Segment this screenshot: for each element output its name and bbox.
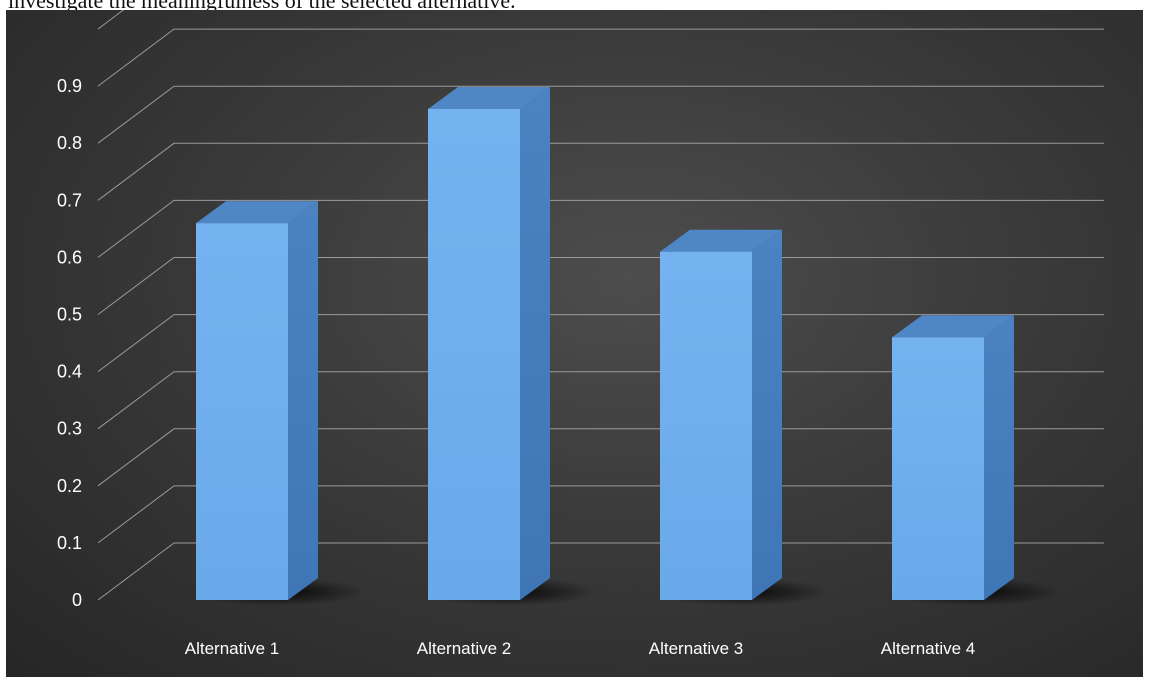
bar-top-face: [660, 229, 782, 252]
caption-text: investigate the meaningfulness of the se…: [8, 0, 516, 13]
gridline: [97, 542, 1104, 601]
y-tick-label: 0.1: [57, 533, 82, 553]
bar-chart: 0 0.1 0.2 0.3 0.4 0.5 0.6 0.7 0.8 0.9 Alternative…: [57, 10, 1104, 658]
y-tick-label: 0.2: [57, 476, 82, 496]
bar-front-face: [892, 337, 984, 600]
bar-side-face: [752, 229, 782, 600]
bar: [660, 229, 782, 600]
gridline: [97, 199, 1104, 258]
gridline: [97, 428, 1104, 487]
bar-side-face: [984, 315, 1014, 600]
y-tick-label: 0.4: [57, 362, 82, 382]
y-tick-label: 0.5: [57, 305, 82, 325]
x-axis-ticks: Alternative 1 Alternative 2 Alternative 3 A…: [185, 639, 976, 658]
gridline: [97, 85, 1104, 144]
x-tick-label: Alternative 4: [881, 639, 976, 658]
bar-side-face: [288, 201, 318, 600]
gridlines: [97, 10, 1104, 601]
x-tick-label: Alternative 3: [649, 639, 744, 658]
gridline: [97, 28, 1104, 87]
y-tick-label: 0.6: [57, 247, 82, 267]
bar-front-face: [428, 108, 520, 600]
bar-front-face: [196, 223, 288, 600]
x-tick-label: Alternative 2: [417, 639, 512, 658]
y-tick-label: 0.7: [57, 190, 82, 210]
bars: [196, 86, 1014, 600]
bar-top-face: [428, 86, 550, 109]
y-tick-label: 0.8: [57, 133, 82, 153]
bar: [196, 201, 318, 600]
gridline: [97, 142, 1104, 201]
x-tick-label: Alternative 1: [185, 639, 280, 658]
y-tick-label: 0: [72, 590, 82, 610]
gridline: [97, 485, 1104, 544]
gridline: [97, 314, 1104, 373]
gridline: [97, 257, 1104, 315]
bar: [428, 86, 550, 600]
bar-top-face: [196, 201, 318, 224]
y-tick-label: 0.3: [57, 419, 82, 439]
chart-panel: 0 0.1 0.2 0.3 0.4 0.5 0.6 0.7 0.8 0.9 Alternative…: [6, 10, 1143, 677]
gridline: [97, 10, 125, 30]
bar-front-face: [660, 251, 752, 600]
y-axis-ticks: 0 0.1 0.2 0.3 0.4 0.5 0.6 0.7 0.8 0.9: [57, 76, 82, 610]
y-tick-label: 0.9: [57, 76, 82, 96]
bar-side-face: [520, 86, 550, 600]
gridline: [97, 371, 1104, 430]
bar-top-face: [892, 315, 1014, 338]
bar: [892, 315, 1014, 600]
